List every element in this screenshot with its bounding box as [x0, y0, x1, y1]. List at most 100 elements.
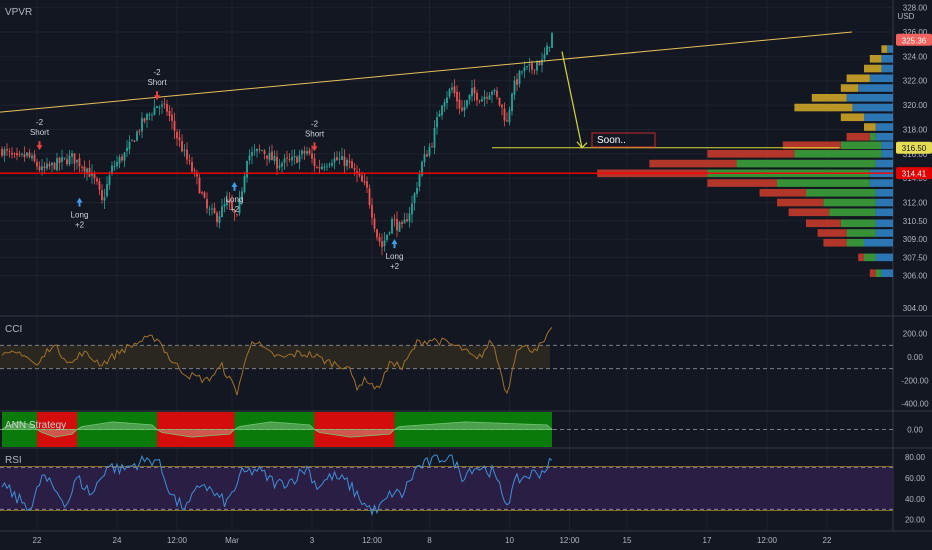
- candle-body: [401, 222, 403, 225]
- candle-body: [38, 166, 41, 171]
- candle-body: [326, 166, 328, 168]
- ann-output-area[interactable]: [0, 421, 554, 438]
- candle-body: [438, 113, 441, 117]
- candle-body: [293, 156, 296, 158]
- short-signal-arrow[interactable]: [36, 141, 43, 151]
- time-tick-label: 22: [823, 536, 832, 545]
- candle-body: [166, 103, 168, 112]
- price-tick-label: 318.00: [903, 125, 928, 134]
- long-signal-arrow[interactable]: [231, 181, 238, 191]
- candle-body: [523, 67, 526, 72]
- candle-body: [518, 71, 521, 85]
- candle-body: [371, 204, 373, 218]
- candle-body: [213, 207, 216, 214]
- candle-body: [91, 172, 93, 176]
- soon-annotation-box[interactable]: [591, 132, 656, 148]
- candle-body: [503, 108, 506, 121]
- candle-body: [543, 54, 546, 59]
- candle-body: [48, 164, 51, 167]
- candle-body: [436, 117, 438, 128]
- price-tick-label: 320.00: [903, 101, 928, 110]
- candle-body: [331, 162, 333, 166]
- cci-pane-title: CCI: [5, 324, 22, 335]
- rsi-line[interactable]: [1, 454, 553, 517]
- candle-body: [18, 154, 21, 155]
- cci-tick-label: 0.00: [907, 353, 923, 362]
- long-signal-arrow[interactable]: [76, 197, 83, 207]
- candle-body: [388, 232, 391, 234]
- candle-body: [511, 93, 513, 112]
- rsi-tick-label: 40.00: [905, 495, 926, 504]
- time-tick-label: 22: [33, 536, 42, 545]
- volume-profile-bar: [736, 159, 876, 168]
- time-axis[interactable]: 22 24 12:00 Mar 3 12:00 8 10 12:00 15 17 12:00 22: [33, 536, 832, 545]
- candle-body: [273, 155, 276, 162]
- cci-line[interactable]: [1, 326, 553, 396]
- price-tick-label: 307.50: [903, 253, 928, 262]
- candle-body: [301, 150, 303, 155]
- candle-body: [153, 107, 156, 115]
- candle-body: [121, 156, 123, 161]
- candle-body: [531, 63, 533, 70]
- volume-profile-bar: [788, 208, 830, 217]
- candle-body: [461, 107, 463, 111]
- candle-body: [226, 199, 228, 206]
- candle-body: [266, 155, 268, 159]
- candle-body: [441, 105, 443, 116]
- cci-tick-label: -400.00: [901, 400, 929, 409]
- candle-body: [311, 153, 313, 159]
- candle-body: [496, 90, 498, 97]
- candle-body: [31, 155, 33, 159]
- volume-profile-bar: [858, 84, 893, 92]
- volume-profile: [597, 45, 893, 277]
- long-signal-label: Long: [226, 195, 244, 204]
- ann-strategy-pane[interactable]: [0, 412, 893, 447]
- short-signal-arrow[interactable]: [311, 142, 318, 152]
- soon-annotation-text: Soon..: [597, 135, 626, 146]
- volume-profile-bar: [875, 198, 893, 207]
- candle-body: [68, 155, 71, 165]
- candle-body: [411, 203, 413, 215]
- candle-body: [63, 157, 66, 159]
- short-signal-arrow[interactable]: [154, 91, 160, 101]
- target-price-badge[interactable]: [896, 141, 932, 154]
- support-price-badge[interactable]: [896, 167, 932, 180]
- trend-line[interactable]: [0, 31, 853, 113]
- volume-profile-bar: [846, 229, 876, 237]
- candle-body: [71, 153, 73, 157]
- candle-body: [211, 208, 213, 210]
- price-axis[interactable]: 306.00307.50309.00310.50312.00314.00316.…: [896, 4, 932, 525]
- candle-body: [513, 80, 516, 95]
- candle-body: [498, 97, 501, 106]
- current-price-badge[interactable]: [896, 33, 932, 46]
- candle-body: [501, 104, 503, 108]
- candle-body: [398, 222, 401, 232]
- time-tick-label: 10: [505, 536, 514, 545]
- candle-body: [281, 163, 283, 167]
- candle-body: [118, 157, 121, 164]
- candle-body: [278, 165, 281, 168]
- candle-body: [206, 199, 208, 209]
- long-signal-arrow[interactable]: [391, 239, 398, 249]
- candle-body: [138, 131, 141, 132]
- volume-profile-bar: [881, 150, 893, 158]
- rsi-band-fill: [0, 467, 893, 510]
- candle-body: [433, 127, 436, 148]
- candle-body: [288, 159, 291, 160]
- target-price-badge-text: 316.50: [902, 144, 927, 153]
- time-tick-label: 24: [113, 536, 122, 545]
- volume-profile-bar: [864, 253, 876, 262]
- candle-body: [103, 197, 106, 201]
- cci-pane[interactable]: [0, 326, 893, 396]
- rsi-pane[interactable]: [0, 454, 893, 517]
- volume-profile-bar: [881, 55, 893, 63]
- volume-profile-bar: [887, 45, 893, 53]
- candle-body: [456, 91, 458, 102]
- candle-body: [528, 64, 531, 66]
- projection-arrow[interactable]: [561, 51, 583, 148]
- price-tick-label: 324.00: [903, 52, 928, 61]
- candle-body: [23, 154, 26, 158]
- candle-body: [108, 175, 111, 186]
